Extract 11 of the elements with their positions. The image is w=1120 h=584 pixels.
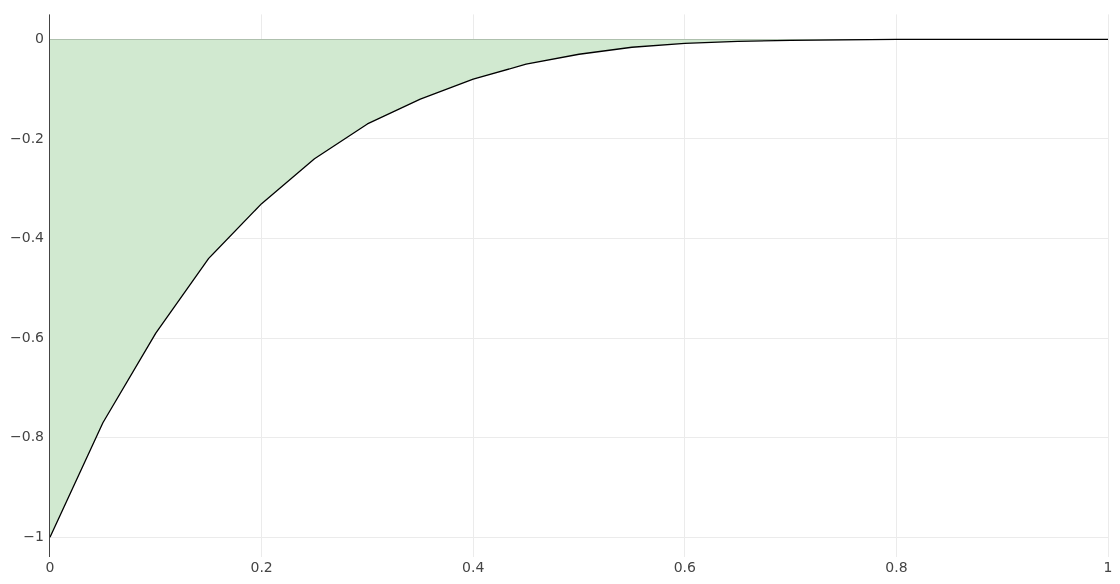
y-tick-label: −1 <box>23 527 44 544</box>
x-tick-label: 1 <box>1103 559 1113 576</box>
y-tick-label: −0.4 <box>10 229 45 246</box>
y-tick-label: −0.8 <box>10 428 44 445</box>
y-tick-label: −0.6 <box>10 328 45 345</box>
x-tick-label: 0.2 <box>250 559 273 576</box>
y-tick-label: −0.2 <box>10 129 44 146</box>
y-tick-label: 0 <box>35 29 44 46</box>
x-tick-label: 0.6 <box>673 559 697 576</box>
x-tick-label: 0.8 <box>885 559 908 576</box>
x-tick-label: 0.4 <box>462 559 485 576</box>
